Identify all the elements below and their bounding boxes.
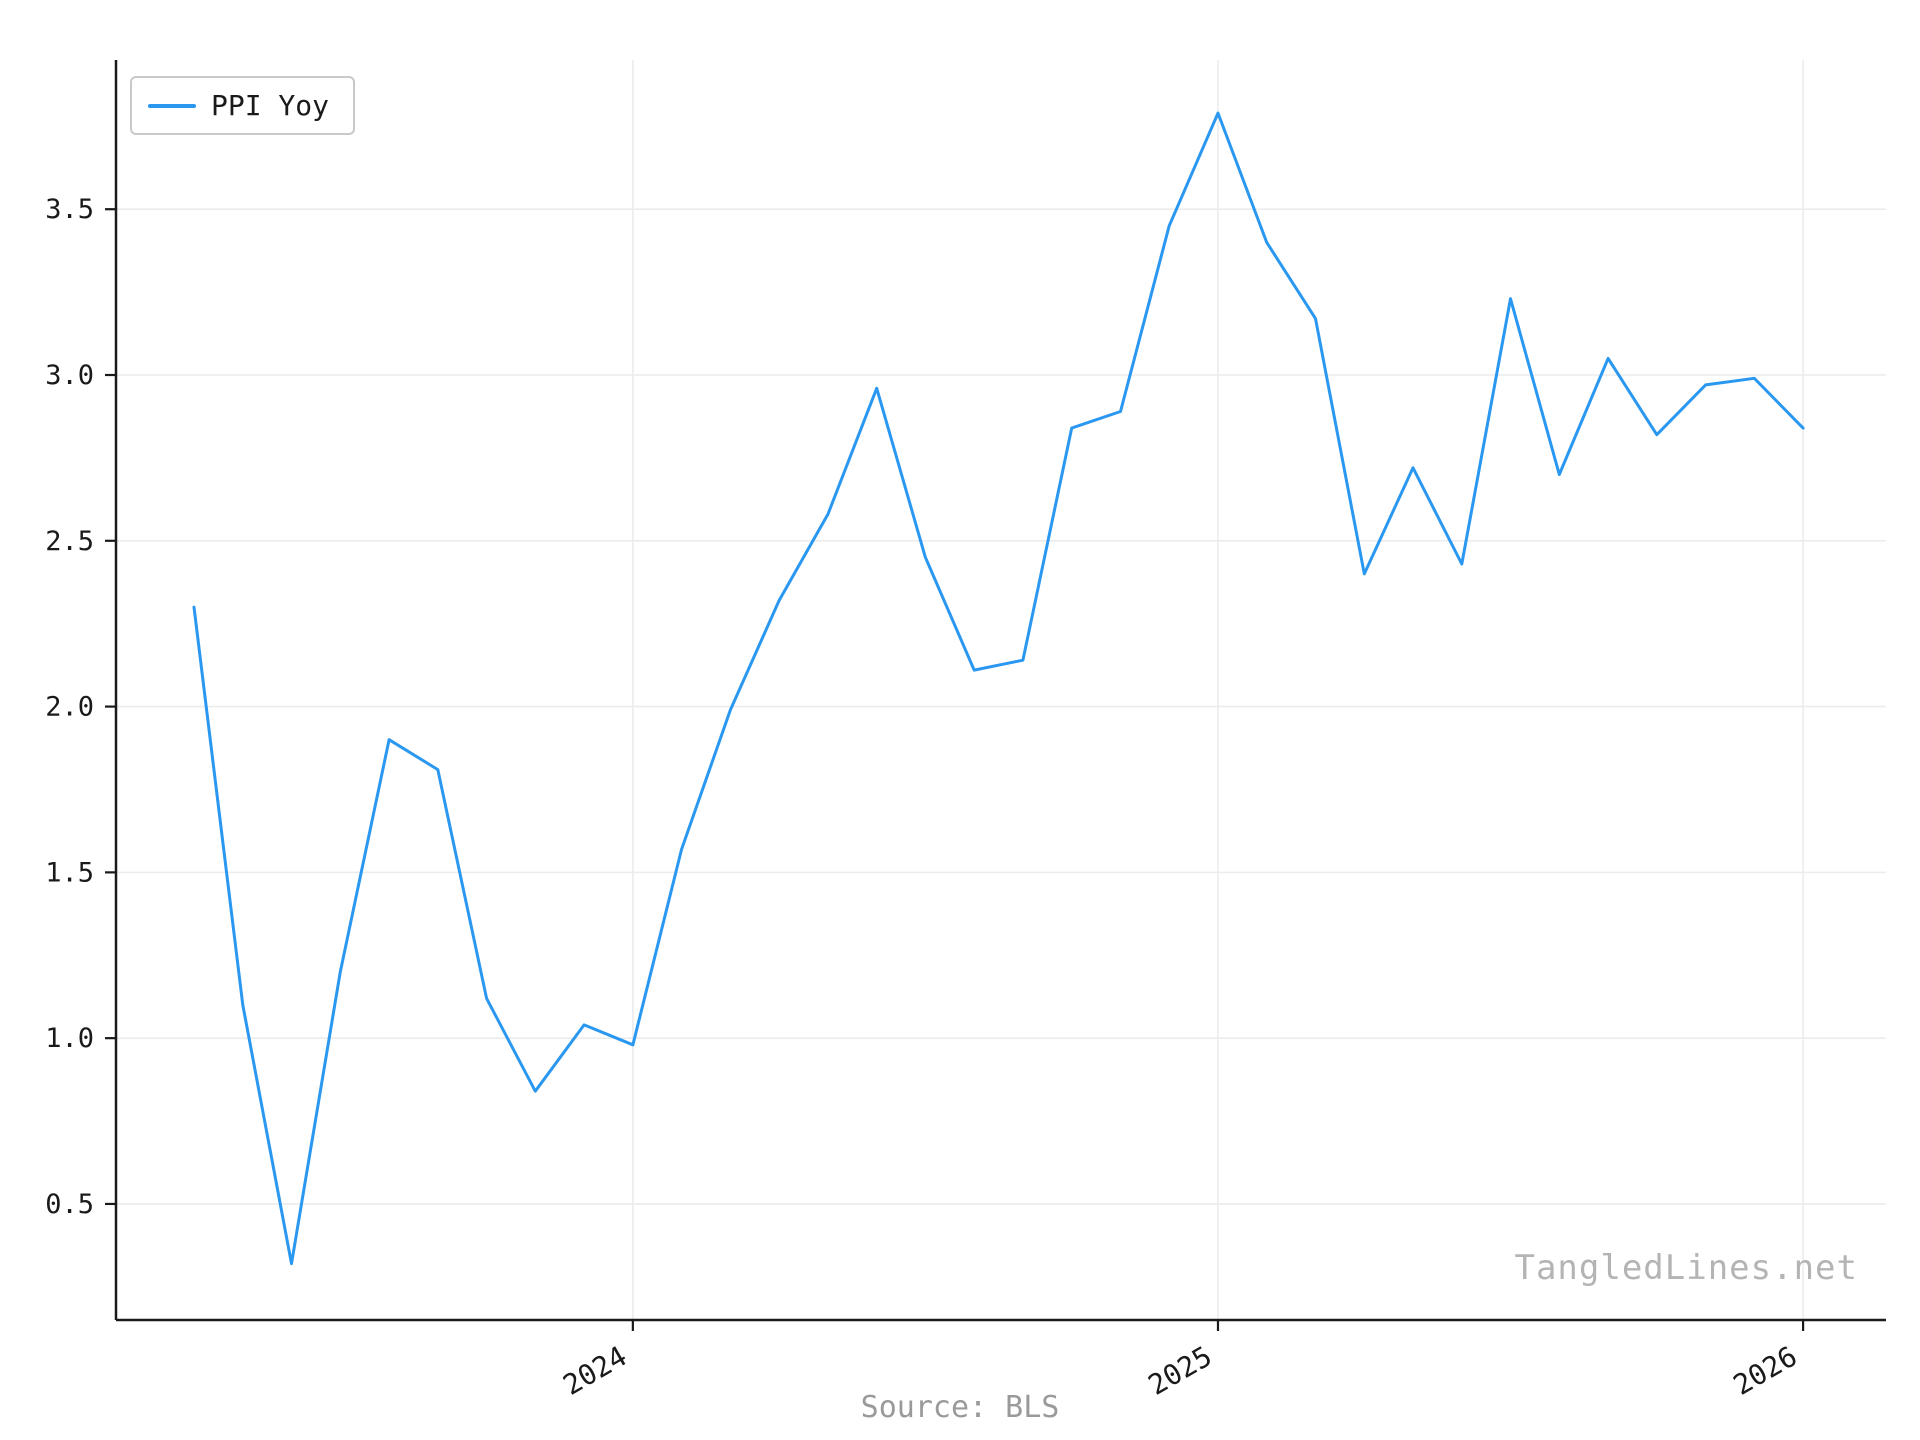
y-tick-label: 3.0 — [45, 360, 94, 391]
source-caption: Source: BLS — [860, 1390, 1060, 1425]
y-tick-label: 3.5 — [45, 194, 94, 225]
legend-line-sample-icon — [148, 103, 196, 108]
y-tick-label: 0.5 — [45, 1189, 94, 1220]
y-tick-label: 1.0 — [45, 1023, 94, 1054]
y-tick-label: 2.5 — [45, 526, 94, 557]
y-tick-label: 1.5 — [45, 857, 94, 888]
legend: PPI Yoy — [130, 76, 356, 135]
y-tick-label: 2.0 — [45, 692, 94, 723]
legend-label: PPI Yoy — [211, 89, 330, 122]
watermark: TangledLines.net — [1514, 1248, 1858, 1288]
ppi-yoy-series-line — [192, 111, 1805, 1266]
